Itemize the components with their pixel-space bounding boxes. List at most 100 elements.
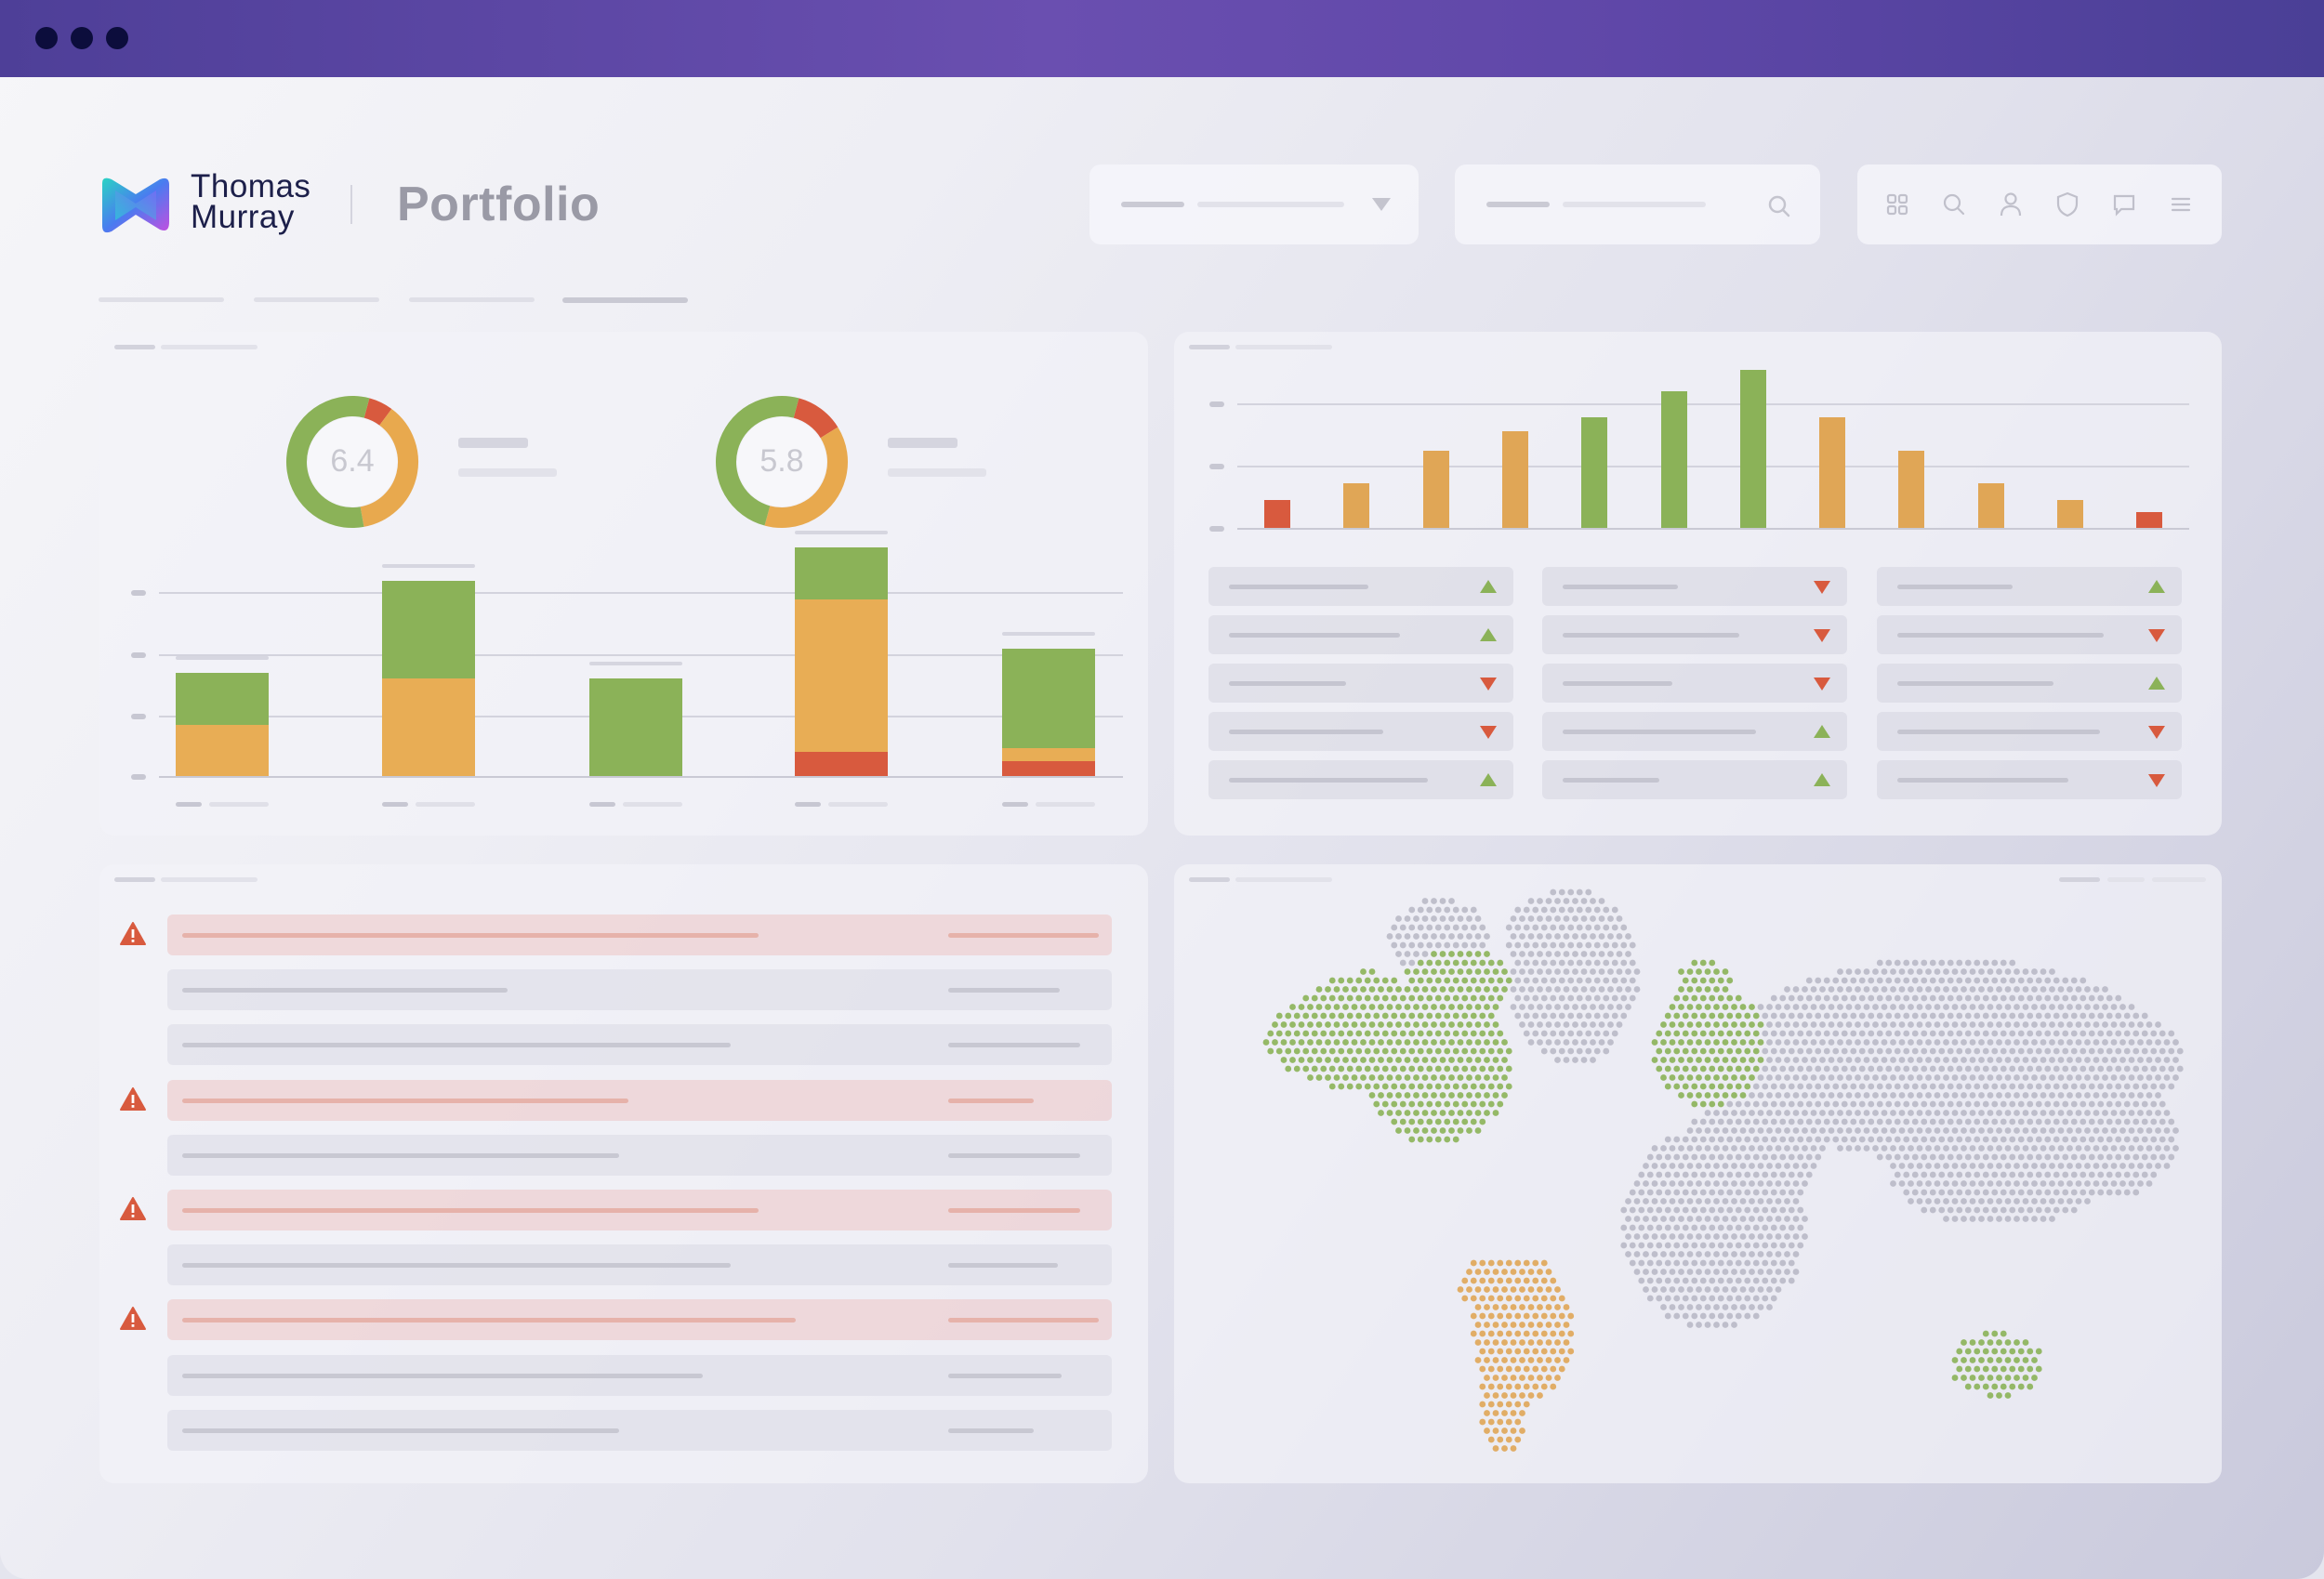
row-label bbox=[182, 988, 508, 993]
trend-up-icon bbox=[1480, 628, 1497, 641]
trend-row[interactable] bbox=[1877, 615, 2182, 654]
trend-row-label bbox=[1229, 585, 1368, 589]
y-tick-label bbox=[131, 652, 146, 658]
trend-row[interactable] bbox=[1208, 615, 1513, 654]
trend-row[interactable] bbox=[1877, 567, 2182, 606]
trend-row[interactable] bbox=[1208, 664, 1513, 703]
trend-row-label bbox=[1563, 585, 1678, 589]
gridline bbox=[1237, 403, 2189, 405]
donut-legend-sublabel bbox=[458, 468, 557, 477]
trend-down-icon bbox=[2148, 774, 2165, 787]
close-window-button[interactable] bbox=[35, 27, 58, 49]
maximize-window-button[interactable] bbox=[106, 27, 128, 49]
map-legend-item[interactable] bbox=[2107, 877, 2145, 882]
trend-row[interactable] bbox=[1542, 712, 1847, 751]
row-label bbox=[182, 1428, 619, 1433]
search-icon[interactable] bbox=[1767, 194, 1791, 218]
trend-up-icon bbox=[1814, 725, 1830, 738]
search-input[interactable] bbox=[1455, 164, 1820, 244]
trend-row[interactable] bbox=[1208, 712, 1513, 751]
minimize-window-button[interactable] bbox=[71, 27, 93, 49]
chat-icon[interactable] bbox=[2112, 192, 2136, 217]
grid-icon[interactable] bbox=[1885, 192, 1909, 217]
search-icon[interactable] bbox=[1942, 192, 1966, 217]
trend-row[interactable] bbox=[1542, 760, 1847, 799]
x-tick-label bbox=[1002, 802, 1028, 807]
distribution-bar-chart bbox=[1174, 332, 2222, 555]
chevron-down-icon bbox=[1372, 198, 1391, 211]
trend-row-label bbox=[1563, 778, 1659, 783]
breadcrumb-item[interactable] bbox=[254, 297, 379, 302]
alert-row[interactable] bbox=[167, 1190, 1112, 1230]
stacked-bar-segment-green bbox=[382, 581, 475, 679]
bar-cap-label bbox=[795, 531, 888, 535]
breadcrumb-item[interactable] bbox=[409, 297, 535, 302]
row-value bbox=[948, 933, 1099, 938]
trend-row[interactable] bbox=[1208, 567, 1513, 606]
score-donut-chart bbox=[716, 396, 848, 528]
x-tick-sublabel bbox=[416, 802, 475, 807]
shield-icon[interactable] bbox=[2055, 191, 2080, 217]
x-tick-sublabel bbox=[209, 802, 269, 807]
panel-subtitle bbox=[1235, 345, 1332, 349]
stacked-bar-segment-green bbox=[589, 678, 682, 776]
trend-row-label bbox=[1563, 633, 1739, 638]
score-donut-value: 6.4 bbox=[330, 443, 375, 479]
row-value bbox=[948, 1428, 1034, 1433]
trend-row[interactable] bbox=[1542, 664, 1847, 703]
list-row[interactable] bbox=[167, 1409, 1112, 1451]
trend-row-label bbox=[1897, 585, 2013, 589]
trend-row[interactable] bbox=[1877, 664, 2182, 703]
trend-row-label bbox=[1229, 730, 1383, 734]
alerts-panel bbox=[99, 864, 1148, 1483]
breadcrumb-item[interactable] bbox=[99, 297, 224, 302]
row-value bbox=[948, 1263, 1058, 1269]
gridline bbox=[159, 592, 1123, 594]
stacked-bar-segment-green bbox=[176, 673, 269, 725]
map-legend-item[interactable] bbox=[2152, 877, 2206, 882]
x-tick-sublabel bbox=[623, 802, 682, 807]
bar-cap-label bbox=[1002, 632, 1095, 637]
alert-row[interactable] bbox=[167, 915, 1112, 955]
x-tick-label bbox=[382, 802, 408, 807]
trend-down-icon bbox=[1814, 678, 1830, 691]
trend-row[interactable] bbox=[1208, 760, 1513, 799]
map-legend-item[interactable] bbox=[2059, 877, 2100, 882]
trend-down-icon bbox=[1480, 726, 1497, 739]
menu-icon[interactable] bbox=[2169, 192, 2193, 217]
trend-row-label bbox=[1229, 778, 1428, 783]
world-dot-map bbox=[1262, 888, 2184, 1452]
thomas-murray-logo-icon bbox=[102, 178, 169, 233]
list-row[interactable] bbox=[167, 969, 1112, 1011]
trend-row[interactable] bbox=[1542, 615, 1847, 654]
brand-line-2: Murray bbox=[191, 199, 295, 235]
list-row[interactable] bbox=[167, 1354, 1112, 1396]
alert-row[interactable] bbox=[167, 1079, 1112, 1121]
trend-row[interactable] bbox=[1877, 760, 2182, 799]
bar-cap-label bbox=[176, 656, 269, 661]
panel-title bbox=[1189, 877, 1230, 882]
stacked-bar-segment-orange bbox=[1002, 748, 1095, 762]
list-row[interactable] bbox=[167, 1134, 1112, 1176]
row-label bbox=[182, 1043, 731, 1048]
donut-segment bbox=[286, 396, 418, 528]
alert-row[interactable] bbox=[167, 1299, 1112, 1341]
trend-row[interactable] bbox=[1542, 567, 1847, 606]
trend-down-icon bbox=[2148, 629, 2165, 642]
distribution-bar bbox=[1581, 417, 1608, 528]
trend-row[interactable] bbox=[1877, 712, 2182, 751]
row-value bbox=[948, 1098, 1034, 1103]
trend-down-icon bbox=[1814, 581, 1830, 594]
toolbar bbox=[1857, 164, 2222, 244]
trend-row-label bbox=[1229, 681, 1346, 686]
filter-dropdown[interactable] bbox=[1089, 164, 1419, 244]
distribution-panel bbox=[1174, 332, 2222, 836]
row-value bbox=[948, 1373, 1062, 1378]
y-tick-label bbox=[1209, 526, 1224, 532]
bar-cap-label bbox=[382, 564, 475, 569]
list-row[interactable] bbox=[167, 1244, 1112, 1286]
list-row[interactable] bbox=[167, 1024, 1112, 1066]
user-icon[interactable] bbox=[1999, 191, 2023, 217]
distribution-bar bbox=[1898, 450, 1925, 528]
trend-row-label bbox=[1897, 778, 2068, 783]
